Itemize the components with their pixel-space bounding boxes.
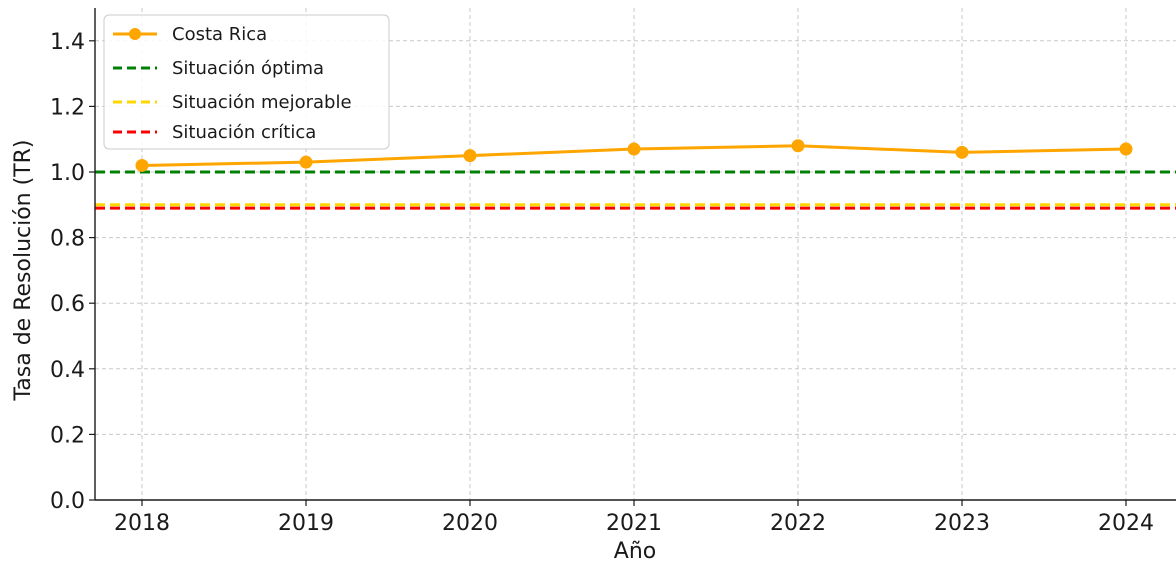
y-tick-label: 1.4 xyxy=(50,30,85,55)
x-tick-label: 2022 xyxy=(770,511,826,536)
legend-label-costa-rica: Costa Rica xyxy=(172,24,267,45)
y-tick-label: 1.2 xyxy=(50,95,85,120)
x-tick-label: 2020 xyxy=(442,511,498,536)
legend: Costa Rica Situación óptima Situación me… xyxy=(103,14,390,150)
data-point xyxy=(627,142,641,156)
y-tick-label: 0.4 xyxy=(50,358,85,383)
y-tick-label: 0.8 xyxy=(50,227,85,252)
y-axis-label: Tasa de Resolución (TR) xyxy=(11,139,36,401)
data-point xyxy=(463,149,477,163)
axes xyxy=(89,8,1176,506)
legend-label-mejorable: Situación mejorable xyxy=(172,92,352,113)
y-tick-label: 0.2 xyxy=(50,423,85,448)
x-tick-label: 2021 xyxy=(606,511,662,536)
reference-lines xyxy=(95,170,1176,210)
tick-labels: 2018 2019 2020 2021 2022 2023 2024 0.0 0.2 0.4 0.6… xyxy=(50,30,1154,536)
y-tick-label: 0.0 xyxy=(50,489,85,514)
x-tick-label: 2019 xyxy=(278,511,334,536)
legend-frame xyxy=(103,14,390,150)
y-tick-label: 0.6 xyxy=(50,292,85,317)
legend-label-critica: Situación crítica xyxy=(172,122,316,143)
x-axis-label: Año xyxy=(614,539,656,564)
data-point xyxy=(791,139,805,153)
data-point xyxy=(299,155,313,169)
data-point xyxy=(135,158,149,172)
legend-marker-costa-rica xyxy=(129,28,141,40)
data-point xyxy=(955,145,969,159)
series-layer xyxy=(135,139,1133,172)
legend-label-optima: Situación óptima xyxy=(172,58,324,79)
y-tick-label: 1.0 xyxy=(50,161,85,186)
x-tick-label: 2023 xyxy=(934,511,990,536)
data-point xyxy=(1119,142,1133,156)
x-tick-label: 2018 xyxy=(114,511,170,536)
x-tick-label: 2024 xyxy=(1098,511,1154,536)
